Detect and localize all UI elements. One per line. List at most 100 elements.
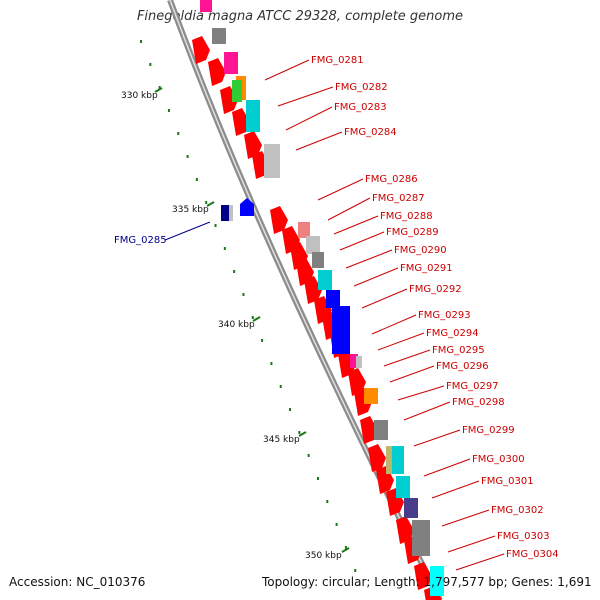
gene-label[interactable]: FMG_0292 (409, 284, 462, 295)
gene-label[interactable]: FMG_0301 (481, 476, 534, 487)
cog-block[interactable] (364, 388, 378, 404)
gene-label[interactable]: FMG_0287 (372, 193, 425, 204)
minor-tick (205, 201, 208, 204)
gene-arrow[interactable] (270, 206, 288, 234)
cog-block[interactable] (224, 52, 238, 74)
gene-label[interactable]: FMG_0302 (491, 505, 544, 516)
cog-block[interactable] (430, 566, 444, 596)
cog-block[interactable] (298, 222, 310, 238)
gene-label-leader (413, 429, 461, 447)
genome-title: Finegoldia magna ATCC 29328, complete ge… (136, 9, 464, 24)
gene-label[interactable]: FMG_0286 (365, 174, 418, 185)
cog-block[interactable] (332, 306, 350, 354)
gene-arrow[interactable] (208, 58, 226, 86)
cog-block[interactable] (392, 446, 404, 474)
minor-tick (335, 523, 338, 526)
cog-block[interactable] (212, 28, 226, 44)
gene-label[interactable]: FMG_0282 (335, 82, 388, 93)
minor-tick (326, 500, 329, 503)
cog-block[interactable] (312, 252, 324, 268)
gene-label-leader (327, 197, 371, 221)
gene-label-leader (371, 314, 417, 335)
cog-block[interactable] (396, 476, 410, 498)
gene-label-leader (317, 178, 364, 201)
minor-tick (186, 155, 189, 158)
gene-label-leader (383, 349, 431, 367)
gene-fmg-0285-block[interactable] (221, 205, 229, 221)
cog-block[interactable] (356, 356, 362, 368)
scale-label-335: 335 kbp (172, 205, 209, 215)
gene-arrow[interactable] (192, 36, 210, 64)
gene-label-leader (403, 401, 451, 421)
gene-label-leader (441, 509, 490, 527)
cog-block[interactable] (318, 270, 332, 290)
gene-label[interactable]: FMG_0296 (436, 361, 489, 372)
gene-label[interactable]: FMG_0290 (394, 245, 447, 256)
gene-label-leader (397, 385, 445, 401)
cog-block[interactable] (306, 236, 320, 254)
minor-tick (261, 339, 264, 342)
scale-label-350: 350 kbp (305, 551, 342, 561)
cog-block[interactable] (412, 520, 430, 556)
gene-label-leader (264, 59, 310, 81)
minor-tick (158, 86, 161, 89)
gene-label-leader (339, 231, 385, 251)
cog-block[interactable] (374, 420, 388, 440)
minor-tick (195, 178, 198, 181)
gene-label[interactable]: FMG_0299 (462, 425, 515, 436)
gene-arrow[interactable] (396, 516, 414, 544)
gene-label[interactable]: FMG_0300 (472, 454, 525, 465)
gene-label-leader (447, 535, 496, 553)
gene-label[interactable]: FMG_0289 (386, 227, 439, 238)
gene-arrow[interactable] (414, 562, 432, 590)
major-tick (206, 201, 215, 207)
gene-label-fmg-0285[interactable]: FMG_0285 (114, 235, 167, 246)
gene-labels: FMG_0281 FMG_0282 FMG_0283 FMG_0284 FMG_0286… (264, 55, 559, 571)
gene-fmg-0285-arrow[interactable] (240, 198, 254, 216)
cog-block[interactable] (404, 498, 418, 518)
cog-block[interactable] (326, 290, 340, 308)
minor-tick (242, 293, 245, 296)
gene-label[interactable]: FMG_0304 (506, 549, 559, 560)
scale-dots (140, 40, 357, 572)
gene-label[interactable]: FMG_0283 (334, 102, 387, 113)
gene-label[interactable]: FMG_0288 (380, 211, 433, 222)
minor-tick (270, 362, 273, 365)
cog-block[interactable] (264, 144, 280, 178)
gene-label-leader (277, 86, 334, 107)
gene-arrow[interactable] (368, 444, 386, 472)
minor-tick (344, 546, 347, 549)
gene-label-leader-0285 (164, 221, 211, 241)
gene-arrow[interactable] (232, 108, 250, 136)
gene-label[interactable]: FMG_0295 (432, 345, 485, 356)
gene-label-leader (333, 215, 379, 235)
minor-tick (279, 385, 282, 388)
gene-label[interactable]: FMG_0294 (426, 328, 479, 339)
cog-block[interactable] (246, 100, 260, 132)
gene-label[interactable]: FMG_0298 (452, 397, 505, 408)
gene-fmg-0285-part (229, 205, 233, 221)
minor-tick (289, 408, 292, 411)
gene-label[interactable]: FMG_0297 (446, 381, 499, 392)
gene-label[interactable]: FMG_0284 (344, 127, 397, 138)
gene-arrow[interactable] (304, 276, 322, 304)
gene-label[interactable]: FMG_0291 (400, 263, 453, 274)
gene-label-leader (295, 131, 343, 151)
minor-tick (140, 40, 142, 43)
major-tick (298, 431, 307, 437)
accession-text: Accession: NC_010376 (9, 575, 146, 589)
cog-block[interactable] (386, 446, 396, 474)
cog-block[interactable] (232, 80, 242, 102)
gene-label[interactable]: FMG_0303 (497, 531, 550, 542)
gene-arrow[interactable] (360, 416, 378, 444)
major-tick (154, 87, 163, 93)
cog-block[interactable] (350, 354, 358, 368)
minor-tick (298, 431, 301, 434)
gene-label[interactable]: FMG_0281 (311, 55, 364, 66)
gene-label-leader (431, 480, 480, 499)
cog-block[interactable] (200, 0, 212, 12)
gene-label-leader (389, 365, 435, 383)
gene-label[interactable]: FMG_0293 (418, 310, 471, 321)
gene-arrow[interactable] (244, 131, 262, 159)
